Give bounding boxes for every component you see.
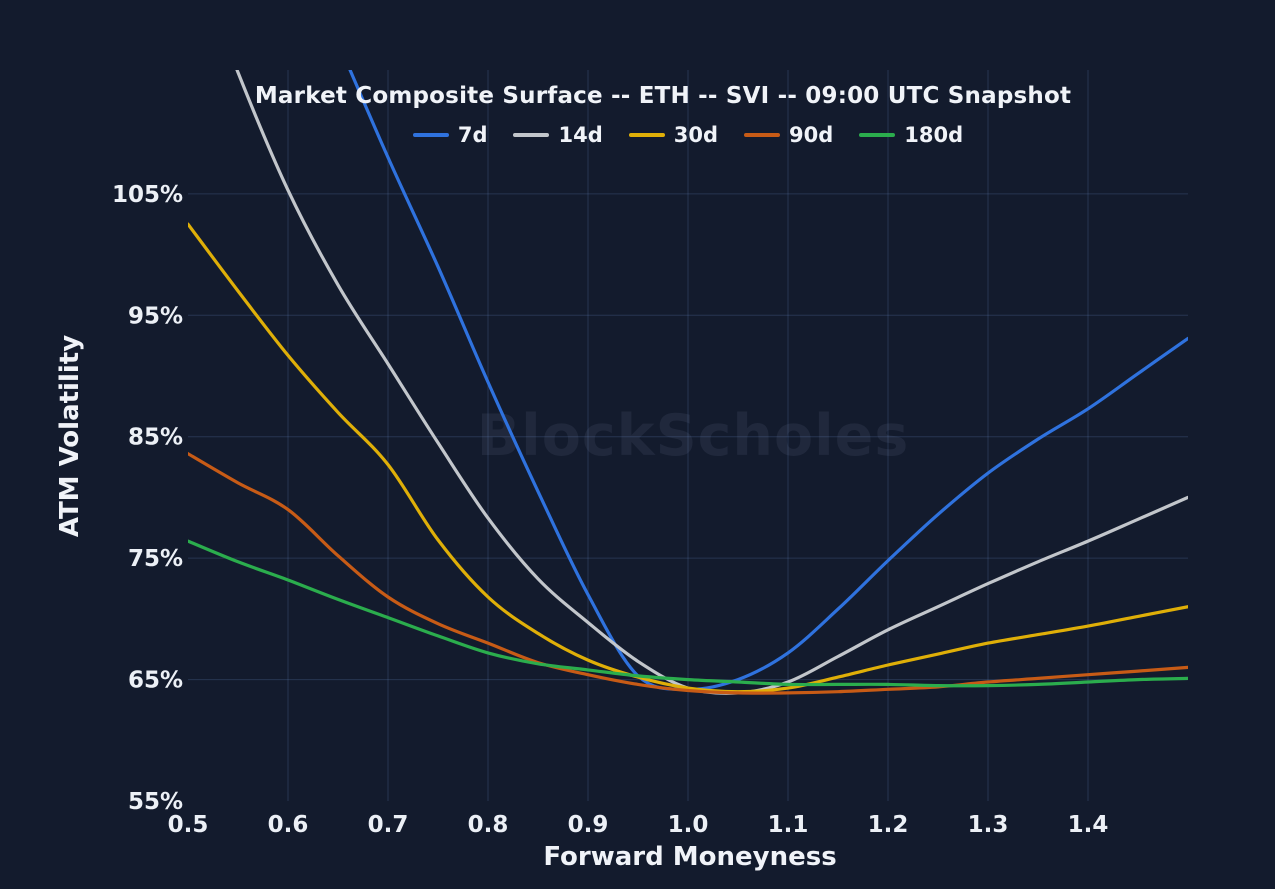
watermark: BlockScholes [476, 403, 910, 469]
legend-swatch-90d [744, 133, 781, 137]
x-tick-label: 1.4 [1068, 812, 1109, 838]
series-curves [188, 70, 1188, 695]
x-tick-label: 0.5 [168, 812, 209, 838]
legend-label-90d: 90d [789, 123, 834, 147]
series-line-30d [188, 222, 1188, 694]
legend-swatch-14d [513, 133, 550, 137]
x-tick-label: 1.3 [968, 812, 1009, 838]
x-tick-label: 1.2 [868, 812, 909, 838]
series-line-90d [188, 452, 1188, 695]
legend-label-14d: 14d [558, 123, 603, 147]
legend-item-30d[interactable]: 30d [628, 123, 719, 147]
legend-item-180d[interactable]: 180d [859, 123, 963, 147]
legend-label-7d: 7d [457, 123, 488, 147]
x-tick-label: 0.9 [568, 812, 609, 838]
y-tick-label: 65% [128, 668, 183, 694]
legend-item-14d[interactable]: 14d [513, 123, 603, 147]
series-line-180d [188, 539, 1188, 688]
tick-labels: 0.5 0.6 0.7 0.8 0.9 1.0 1.1 1.2 1.3 1.4 105% 95% 85%… [112, 182, 1108, 838]
x-tick-label: 1.1 [768, 812, 809, 838]
y-tick-label: 55% [128, 789, 183, 815]
legend-swatch-30d [628, 133, 665, 137]
y-axis-title: ATM Volatility [55, 334, 85, 538]
y-tick-label: 85% [128, 425, 183, 451]
legend-label-30d: 30d [673, 123, 719, 147]
legend: 7d 14d 30d 90d 180d [188, 123, 1188, 147]
legend-swatch-180d [859, 133, 896, 137]
legend-item-7d[interactable]: 7d [412, 123, 488, 147]
legend-label-180d: 180d [904, 123, 964, 147]
y-tick-label: 95% [128, 303, 183, 329]
legend-item-90d[interactable]: 90d [744, 123, 833, 147]
y-tick-label: 105% [112, 182, 183, 208]
x-tick-label: 0.8 [468, 812, 509, 838]
x-tick-label: 0.6 [268, 812, 309, 838]
chart-title: Market Composite Surface -- ETH -- SVI -… [254, 83, 1072, 109]
y-tick-label: 75% [128, 546, 183, 572]
legend-swatch-7d [412, 133, 449, 137]
x-tick-label: 0.7 [368, 812, 409, 838]
x-tick-label: 1.0 [668, 812, 709, 838]
series-line-14d [235, 70, 1188, 695]
x-axis-title: Forward Moneyness [543, 842, 837, 872]
